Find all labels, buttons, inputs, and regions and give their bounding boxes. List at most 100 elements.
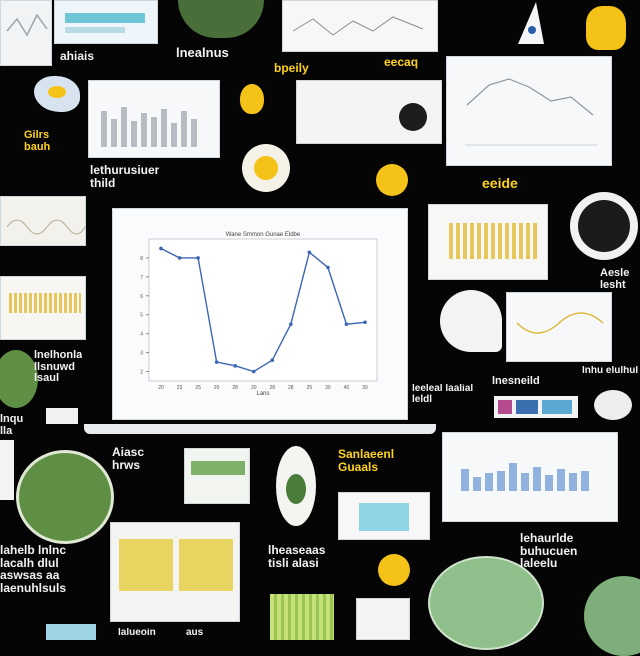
yellow-pear-icon [240, 84, 264, 114]
ray-icon [440, 290, 502, 352]
x-tick-label-1: 23 [177, 385, 183, 391]
text-blob-20: aus [186, 628, 204, 638]
main-chart-card: Wane Smmon Gunae Eldbe Lans 2 3 4 5 6 7 8 20 23 2… [112, 208, 408, 420]
top-sketch-card [282, 0, 438, 52]
pattern-icon [6, 219, 86, 235]
flower-icon [242, 144, 290, 192]
text-blob-10: leeleal laalial leldl [412, 384, 474, 405]
x-tick-label-2: 25 [195, 385, 201, 391]
data-point-1 [177, 256, 182, 260]
x-tick-label-0: 20 [158, 385, 164, 391]
data-point-5 [251, 369, 256, 374]
small-label-box [46, 408, 78, 424]
text-blob-19: lalueoin [118, 628, 156, 638]
right-yellow-bars-card [428, 204, 548, 280]
data-point-0 [159, 246, 163, 251]
top-blue-card [54, 0, 158, 44]
text-blob-13: Aiasc hrws [112, 446, 145, 472]
data-point-8 [307, 250, 312, 255]
text-blob-16: lheaseaas tisli alasi [268, 544, 326, 570]
y-tick-label-6: 8 [140, 256, 143, 262]
middle-sketch-card [296, 80, 442, 144]
data-point-7 [289, 322, 293, 326]
y-tick-label-1: 3 [140, 351, 143, 357]
data-point-11 [363, 320, 367, 325]
leaf-corner-icon [584, 576, 640, 656]
text-blob-5: Gilrs bauh [24, 130, 51, 153]
sail-icon [514, 0, 548, 46]
text-blob-18: lehaurlde buhucuen laleelu [520, 532, 578, 570]
chart-title: Wane Smmon Gunae Eldbe [226, 232, 301, 238]
right-line-chart-card [446, 56, 612, 166]
data-point-3 [214, 360, 219, 364]
text-blob-7: eeide [482, 176, 518, 191]
text-blob-12: lnhu elulhul [582, 366, 639, 376]
yellow-dot-1 [376, 164, 408, 196]
left-bar-card [88, 80, 220, 158]
x-tick-label-4: 28 [232, 385, 238, 391]
leaf-left-icon [0, 350, 38, 408]
data-point-9 [326, 265, 330, 270]
bottom-sketch-card [356, 598, 410, 640]
wave-line-icon [516, 312, 604, 334]
thumbnail-strip [494, 396, 578, 418]
text-blob-9: lnelhonla llsnuwd lsaul [34, 350, 83, 385]
left-edge-card [0, 440, 14, 500]
text-blob-17: lahelb lnlnc lacalh dlul aswsas aa laenu… [0, 544, 67, 595]
x-tick-label-5: 20 [251, 385, 257, 391]
text-blob-4: eecaq [384, 56, 419, 69]
y-tick-label-4: 6 [140, 294, 143, 300]
text-blob-15: Sanlaeenl Guaals [338, 448, 395, 474]
data-point-4 [233, 364, 237, 368]
scatter-doodle-icon [6, 13, 48, 37]
left-pattern-card [0, 196, 86, 246]
x-tick-label-9: 30 [325, 385, 331, 391]
seed-cluster-icon [399, 103, 427, 131]
leaf-top-icon [178, 0, 264, 38]
data-point-10 [344, 322, 349, 326]
x-tick-label-7: 28 [288, 385, 294, 391]
series-line [160, 247, 366, 373]
data-point-2 [196, 256, 200, 260]
y-tick-label-0: 2 [140, 370, 143, 376]
sketch-lines-icon [292, 16, 424, 36]
right-wave-card [506, 292, 612, 362]
yellow-dot-2 [378, 554, 410, 586]
leaf-bottom-left-icon [16, 450, 114, 544]
text-blob-14: lnqu lla [0, 414, 24, 437]
text-blob-3: bpeily [274, 62, 309, 75]
data-point-6 [270, 358, 275, 362]
text-blob-2: lnealnus [176, 46, 229, 60]
chart-xlabel: Lans [256, 391, 269, 397]
bird-icon [34, 76, 80, 112]
bottom-blue-strip [46, 624, 96, 640]
y-tick-label-2: 4 [140, 332, 143, 338]
right-blue-bars-card [442, 432, 618, 522]
x-tick-label-6: 28 [269, 385, 275, 391]
x-tick-label-10: 40 [344, 385, 350, 391]
bottom-green-card [184, 448, 250, 504]
bottom-cyan-card [338, 492, 430, 540]
seed-pod-icon [276, 446, 316, 526]
x-tick-label-8: 25 [307, 385, 313, 391]
x-tick-label-3: 20 [214, 385, 220, 391]
mini-line-chart [465, 78, 597, 146]
plot-area [148, 238, 378, 382]
laptop-base [84, 424, 436, 434]
y-tick-label-5: 7 [140, 275, 143, 281]
green-bars-box [270, 594, 334, 640]
text-blob-6: lethurusiuer thild [90, 164, 160, 190]
y-tick-label-3: 5 [140, 313, 143, 319]
x-tick-label-11: 30 [362, 385, 368, 391]
dark-circle-icon [570, 192, 638, 260]
left-yellow-bars-card [0, 276, 86, 340]
bottom-yellow-card [110, 522, 240, 622]
shell-icon [594, 390, 632, 420]
top-left-card [0, 0, 52, 66]
text-blob-11: lnesneild [492, 376, 540, 387]
yellow-figure-icon [586, 6, 626, 50]
text-blob-8: Aesle lesht [600, 268, 630, 291]
text-blob-1: ahiais [60, 50, 95, 63]
leaf-bottom-right-icon [428, 556, 544, 650]
